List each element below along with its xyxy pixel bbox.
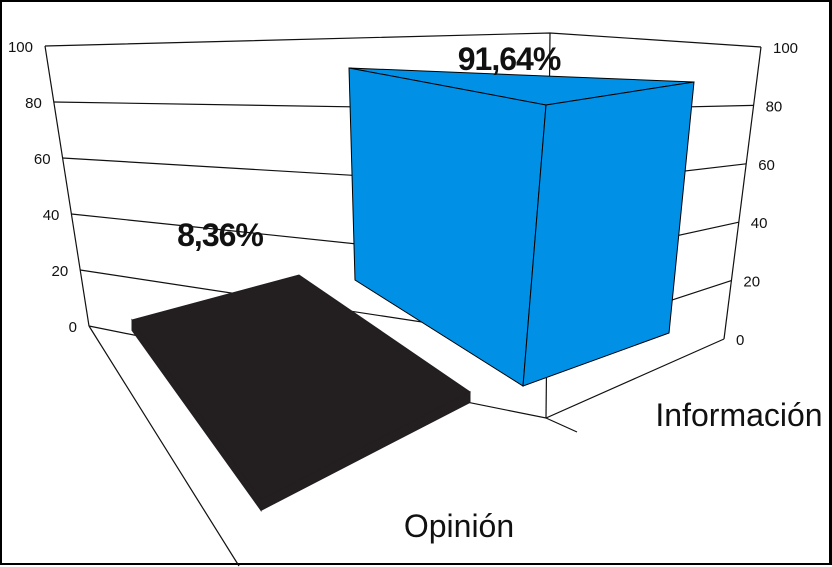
category-divider-tick: [545, 417, 578, 433]
bar-layer: [131, 67, 695, 512]
y-tick-left-0: 0: [69, 319, 77, 336]
y-tick-right-0: 0: [736, 332, 744, 349]
gridline-100: [44, 32, 762, 48]
data-label-opinion: 8,36%: [177, 217, 263, 253]
bar-informacion-side: [522, 81, 695, 387]
left-wall-edge: [44, 45, 90, 327]
data-label-informacion: 91,64%: [458, 41, 561, 77]
y-tick-right-20: 20: [743, 274, 760, 291]
category-label-informacion: Información: [655, 397, 822, 433]
bar-opinion-side: [131, 318, 262, 512]
floor-left-edge: [88, 325, 240, 567]
right-wall-edge: [723, 46, 762, 340]
y-tick-right-80: 80: [766, 98, 783, 115]
y-tick-right-100: 100: [773, 40, 798, 57]
y-tick-left-80: 80: [25, 95, 42, 112]
y-tick-right-60: 60: [758, 157, 775, 174]
y-tick-right-40: 40: [751, 215, 768, 232]
category-label-opinion: Opinión: [404, 508, 514, 544]
y-tick-left-60: 60: [34, 151, 51, 168]
label-layer: 8,36% 91,64% Opinión Información: [177, 41, 822, 544]
y-tick-left-20: 20: [52, 263, 69, 280]
y-tick-left-40: 40: [43, 207, 60, 224]
tick-layer: 0 0 20 20 40 40 60 60 80 80 100 100: [8, 39, 798, 349]
y-tick-left-100: 100: [8, 39, 33, 56]
